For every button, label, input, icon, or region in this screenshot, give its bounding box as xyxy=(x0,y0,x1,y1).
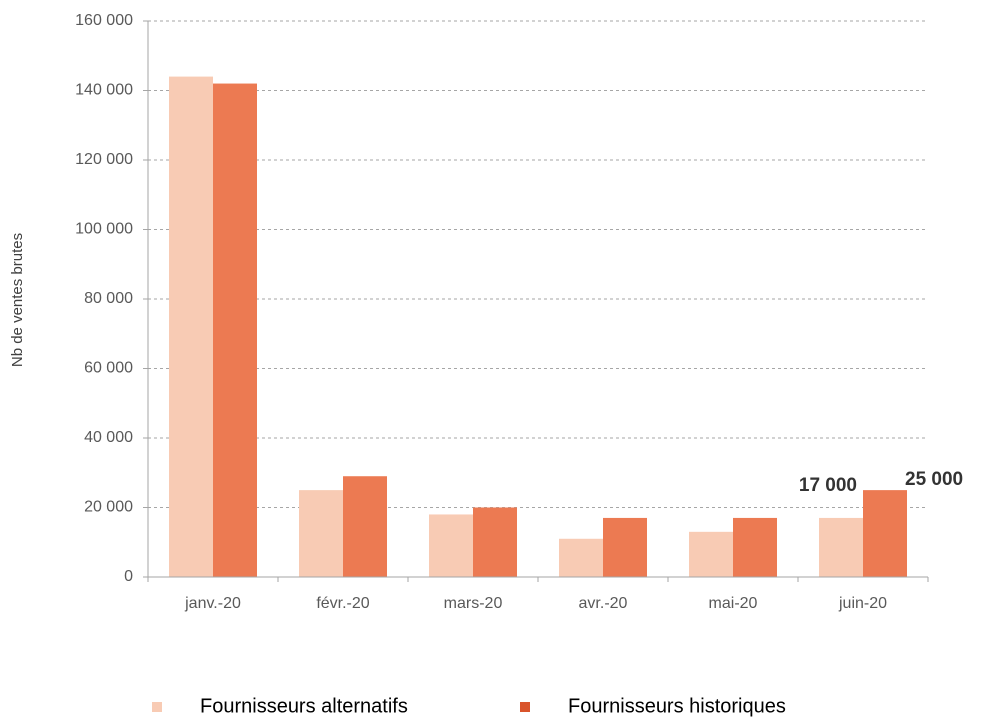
data-label: 25 000 xyxy=(905,469,963,490)
y-tick-label: 80 000 xyxy=(84,290,133,307)
bar xyxy=(299,490,343,577)
x-tick-label: mars-20 xyxy=(444,595,503,612)
legend-label: Fournisseurs alternatifs xyxy=(200,695,408,717)
data-label: 17 000 xyxy=(799,475,857,496)
y-tick-label: 0 xyxy=(124,568,133,585)
bar xyxy=(343,476,387,577)
legend-label: Fournisseurs historiques xyxy=(568,695,786,717)
y-tick-label: 20 000 xyxy=(84,499,133,516)
x-tick-label: avr.-20 xyxy=(579,595,628,612)
bar xyxy=(169,76,213,577)
bar xyxy=(733,517,777,577)
y-tick-label: 120 000 xyxy=(75,151,133,168)
bar xyxy=(863,490,907,577)
y-tick-label: 100 000 xyxy=(75,221,133,238)
legend-marker xyxy=(520,702,530,712)
bar xyxy=(559,538,603,577)
bar xyxy=(689,531,733,577)
x-tick-label: janv.-20 xyxy=(184,595,241,612)
bar xyxy=(429,514,473,577)
x-tick-label: févr.-20 xyxy=(316,595,369,612)
bar xyxy=(603,517,647,577)
bar xyxy=(473,507,517,577)
x-tick-label: mai-20 xyxy=(709,595,758,612)
legend-marker xyxy=(152,702,162,712)
y-tick-label: 140 000 xyxy=(75,82,133,99)
y-tick-label: 60 000 xyxy=(84,360,133,377)
x-tick-label: juin-20 xyxy=(838,595,887,612)
y-axis-label: Nb de ventes brutes xyxy=(9,233,26,367)
y-tick-label: 160 000 xyxy=(75,12,133,29)
bar xyxy=(213,83,257,578)
bar xyxy=(819,517,863,577)
y-tick-label: 40 000 xyxy=(84,429,133,446)
